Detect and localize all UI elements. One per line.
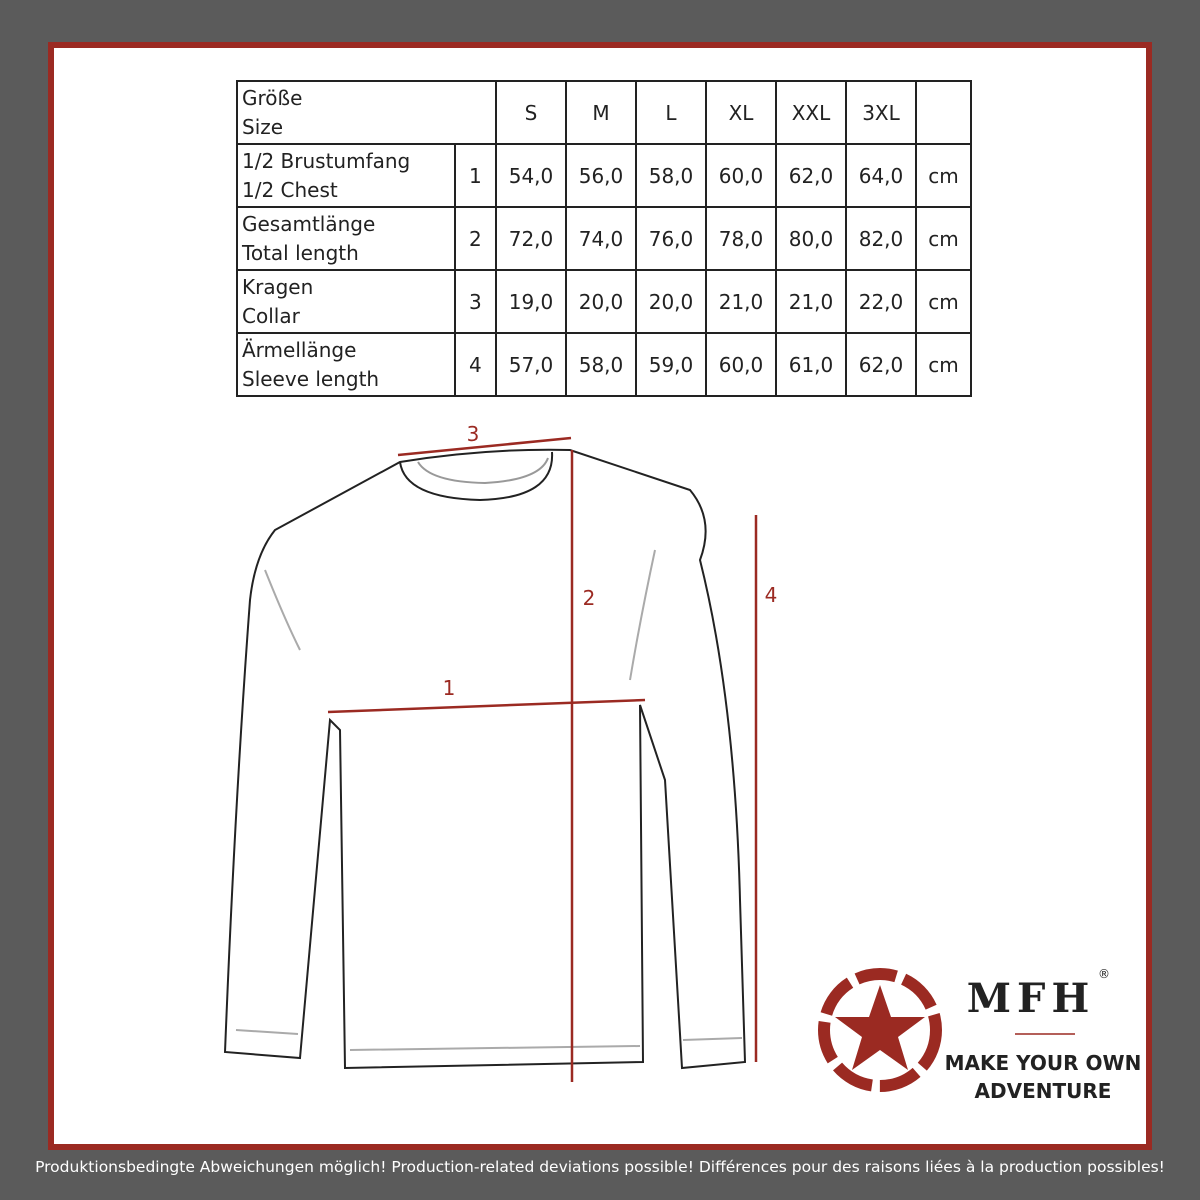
measure-line	[327, 698, 646, 714]
header-cell: 3XL	[845, 80, 917, 145]
value-cell: 59,0	[635, 332, 707, 397]
collar	[399, 451, 554, 502]
label-en: Sleeve length	[242, 366, 380, 391]
size: XXL	[791, 100, 831, 125]
value-cell: 74,0	[565, 206, 637, 271]
label-de: Gesamtlänge	[242, 211, 376, 236]
value-cell: 58,0	[635, 143, 707, 208]
value-cell: 20,0	[635, 269, 707, 334]
header-row: Größe Size S M L XL XXL 3XL	[236, 80, 972, 145]
header-cell: L	[635, 80, 707, 145]
value-cell: 58,0	[565, 332, 637, 397]
value-cell: 57,0	[495, 332, 567, 397]
size: L	[665, 100, 677, 125]
table-row: Ärmellänge Sleeve length 4 57,0 58,0 59,0 60,0…	[236, 332, 972, 397]
header-cell: M	[565, 80, 637, 145]
footer: Produktionsbedingte Abweichungen möglich…	[35, 1158, 1165, 1176]
logo-star	[835, 985, 925, 1070]
value-cell: 62,0	[845, 332, 917, 397]
label-en: Size	[242, 114, 284, 139]
unit-cell: cm	[915, 143, 972, 208]
unit-cell: cm	[915, 332, 972, 397]
unit-cell: cm	[915, 206, 972, 271]
value-cell: 22,0	[845, 269, 917, 334]
header-cell: XXL	[775, 80, 847, 145]
measure-label: 1	[443, 676, 456, 700]
value-cell: 64,0	[845, 143, 917, 208]
value-cell: 56,0	[565, 143, 637, 208]
value-cell: 82,0	[845, 206, 917, 271]
header-cell	[915, 80, 972, 145]
table-row: Kragen Collar 3 19,0 20,0 20,0 21,0 21,0 22,0 cm	[236, 269, 972, 334]
measure-line	[397, 436, 572, 457]
measure-label: 4	[765, 583, 778, 607]
value-cell: 78,0	[705, 206, 777, 271]
logo-ring	[818, 968, 942, 1092]
row-label: Gesamtlänge Total length	[236, 206, 456, 271]
header-label: Größe Size	[236, 80, 497, 145]
size: S	[524, 100, 538, 125]
value-cell: 54,0	[495, 143, 567, 208]
label-de: Kragen	[242, 274, 314, 299]
shirt-outline	[223, 448, 747, 1070]
label-en: 1/2 Chest	[242, 177, 338, 202]
seams	[235, 549, 743, 1051]
label-de: Größe	[242, 85, 303, 110]
value-cell: 19,0	[495, 269, 567, 334]
logo: MFH ® MAKE YOUR OWN ADVENTURE	[818, 967, 1142, 1103]
brand: MFH	[967, 975, 1095, 1022]
value-cell: 72,0	[495, 206, 567, 271]
value-cell: 76,0	[635, 206, 707, 271]
measure-label: 2	[583, 586, 596, 610]
value-cell: 21,0	[775, 269, 847, 334]
table-row: 1/2 Brustumfang 1/2 Chest 1 54,0 56,0 58,0 60,…	[236, 143, 972, 208]
slogan: MAKE YOUR OWN	[945, 1051, 1142, 1075]
value-cell: 62,0	[775, 143, 847, 208]
slogan: ADVENTURE	[975, 1079, 1112, 1103]
collar-inner	[417, 457, 549, 485]
size: XL	[728, 100, 754, 125]
label-de: 1/2 Brustumfang	[242, 148, 411, 173]
value-cell: 61,0	[775, 332, 847, 397]
unit-cell: cm	[915, 269, 972, 334]
label-en: Collar	[242, 303, 300, 328]
value-cell: 21,0	[705, 269, 777, 334]
row-number: 3	[453, 269, 498, 334]
value-cell: 60,0	[705, 332, 777, 397]
value-cell: 20,0	[565, 269, 637, 334]
header-cell: XL	[705, 80, 777, 145]
row-label: Ärmellänge Sleeve length	[236, 332, 456, 397]
row-number: 4	[453, 332, 498, 397]
label-de: Ärmellänge	[242, 337, 357, 362]
registered-mark: ®	[1098, 967, 1110, 981]
measure-label: 3	[467, 422, 480, 446]
size-table: Größe Size S M L XL XXL 3XL 1/2 Brustumfang 1/2…	[236, 80, 972, 397]
table-row: Gesamtlänge Total length 2 72,0 74,0 76,0 78,0…	[236, 206, 972, 271]
row-number: 1	[453, 143, 498, 208]
size: 3XL	[862, 100, 900, 125]
row-label: 1/2 Brustumfang 1/2 Chest	[236, 143, 456, 208]
value-cell: 60,0	[705, 143, 777, 208]
size: M	[592, 100, 610, 125]
row-label: Kragen Collar	[236, 269, 456, 334]
value-cell: 80,0	[775, 206, 847, 271]
label-en: Total length	[242, 240, 359, 265]
row-number: 2	[453, 206, 498, 271]
header-cell: S	[495, 80, 567, 145]
